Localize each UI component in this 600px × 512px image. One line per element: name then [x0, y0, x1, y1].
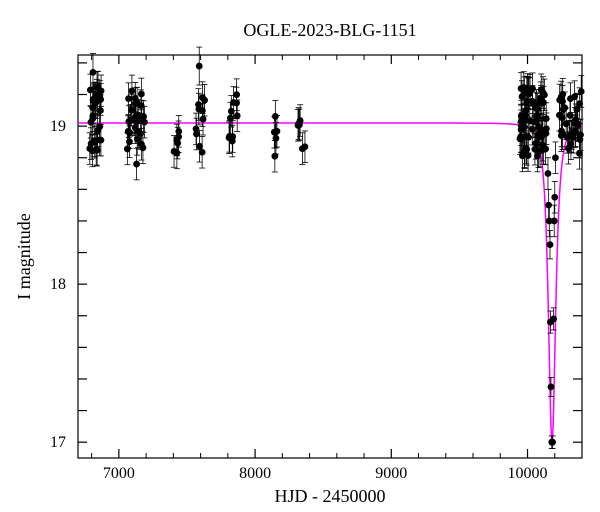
svg-text:HJD - 2450000: HJD - 2450000 — [275, 486, 386, 506]
svg-text:19: 19 — [50, 118, 66, 135]
svg-text:10000: 10000 — [508, 465, 548, 482]
svg-text:8000: 8000 — [239, 465, 271, 482]
lightcurve-chart: 7000 8000 9000 10000 17 18 19 OGLE-2023-BLG-115… — [0, 0, 600, 512]
chart-svg: 7000 8000 9000 10000 17 18 19 OGLE-2023-BLG-115… — [0, 0, 600, 512]
svg-text:17: 17 — [50, 434, 66, 451]
svg-text:18: 18 — [50, 276, 66, 293]
svg-text:I magnitude: I magnitude — [14, 213, 34, 299]
svg-text:OGLE-2023-BLG-1151: OGLE-2023-BLG-1151 — [243, 20, 416, 40]
svg-text:9000: 9000 — [375, 465, 407, 482]
svg-text:7000: 7000 — [103, 465, 135, 482]
